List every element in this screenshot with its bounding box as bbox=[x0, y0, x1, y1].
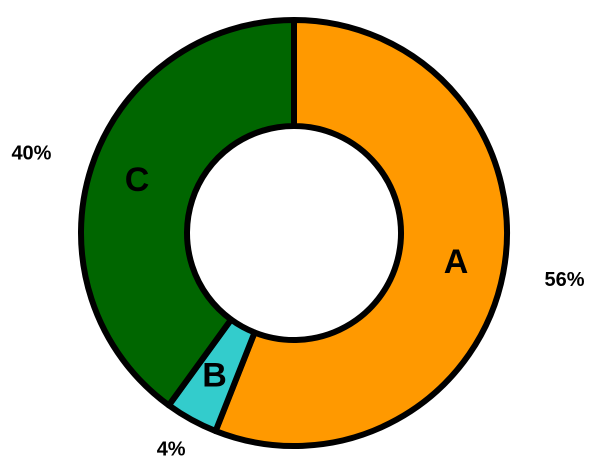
slice-label: A bbox=[444, 243, 469, 281]
donut-slice bbox=[78, 17, 297, 409]
value-label: 40% bbox=[11, 142, 51, 164]
slice-label: B bbox=[202, 357, 227, 395]
donut-slice bbox=[212, 17, 510, 449]
value-label: 56% bbox=[544, 269, 584, 291]
value-label: 4% bbox=[157, 438, 186, 460]
slice-label: C bbox=[125, 161, 150, 199]
